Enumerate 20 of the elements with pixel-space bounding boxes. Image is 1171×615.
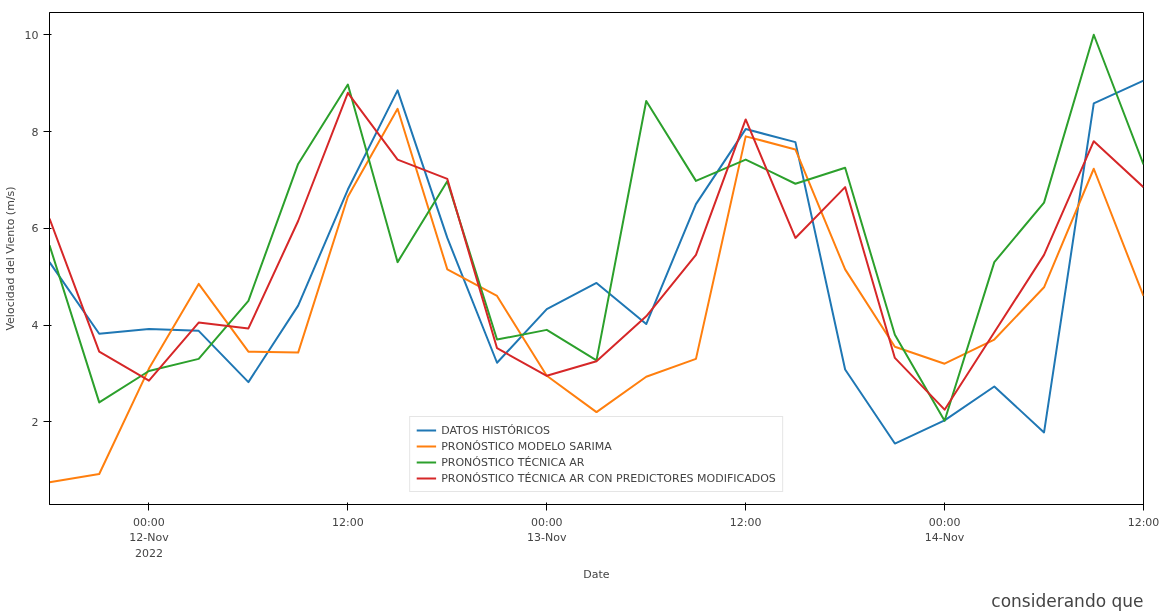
x-axis-title: Date (583, 567, 610, 581)
y-tick-label: 6 (31, 222, 39, 236)
x-tick-label: 00:00 14-Nov (924, 515, 965, 545)
x-tick-label: 00:00 12-Nov 2022 (129, 515, 170, 560)
y-tick-label: 2 (31, 415, 39, 429)
y-axis-title: Velocidad del Viento (m/s) (3, 186, 17, 331)
line-series (49, 107, 1144, 484)
legend-label: PRONÓSTICO TÉCNICA AR (441, 455, 585, 469)
text: considerando que (991, 590, 1144, 611)
x-tick-label: 12:00 (332, 515, 364, 529)
line-series (49, 33, 1144, 422)
x-tick-label: 12:00 (1127, 515, 1160, 529)
legend-label: PRONÓSTICO MODELO SARIMA (441, 439, 612, 453)
y-tick-label: 8 (31, 125, 39, 139)
y-tick-label: 10 (24, 28, 39, 42)
y-tick-label: 4 (31, 319, 39, 333)
x-tick-label: 12:00 (729, 515, 762, 529)
legend-label: PRONÓSTICO TÉCNICA AR CON PREDICTORES MODIFICADOS (441, 471, 776, 485)
x-tick-label: 00:00 13-Nov (527, 515, 567, 545)
legend-label: DATOS HISTÓRICOS (441, 423, 551, 437)
